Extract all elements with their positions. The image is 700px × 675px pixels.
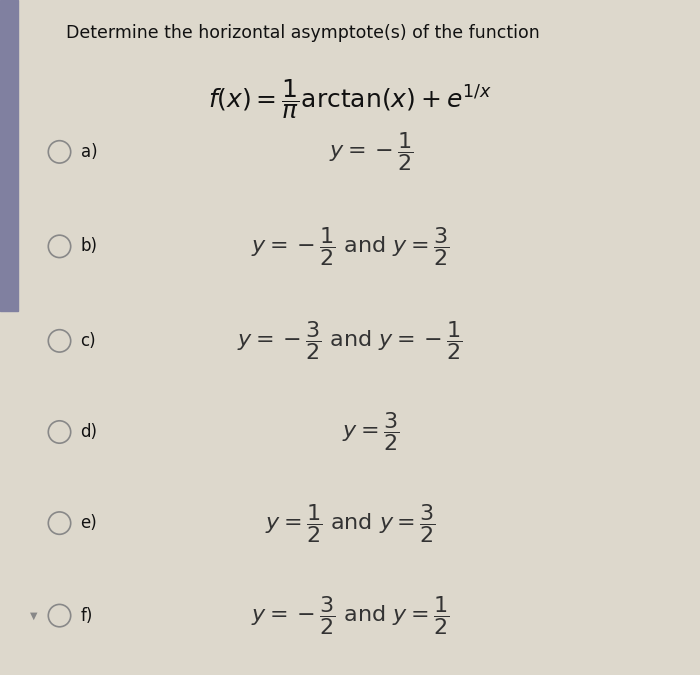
Text: e): e) — [80, 514, 97, 532]
Text: $y = \dfrac{3}{2}$: $y = \dfrac{3}{2}$ — [342, 410, 400, 454]
Text: b): b) — [80, 238, 97, 255]
Text: f): f) — [80, 607, 93, 624]
Text: $y = -\dfrac{1}{2}$: $y = -\dfrac{1}{2}$ — [329, 130, 413, 173]
Text: c): c) — [80, 332, 96, 350]
Text: $y = \dfrac{1}{2}\ \mathrm{and}\ y = \dfrac{3}{2}$: $y = \dfrac{1}{2}\ \mathrm{and}\ y = \df… — [265, 502, 435, 545]
Bar — [0, 0, 18, 310]
Text: $f(x) = \dfrac{1}{\pi}\mathrm{arctan}(x) + e^{1/x}$: $f(x) = \dfrac{1}{\pi}\mathrm{arctan}(x)… — [208, 78, 492, 122]
Text: $y = -\dfrac{3}{2}\ \mathrm{and}\ y = -\dfrac{1}{2}$: $y = -\dfrac{3}{2}\ \mathrm{and}\ y = -\… — [237, 319, 463, 362]
Text: Determine the horizontal asymptote(s) of the function: Determine the horizontal asymptote(s) of… — [66, 24, 540, 42]
Text: a): a) — [80, 143, 97, 161]
Text: ▼: ▼ — [30, 611, 37, 620]
Text: $y = -\dfrac{1}{2}\ \mathrm{and}\ y = \dfrac{3}{2}$: $y = -\dfrac{1}{2}\ \mathrm{and}\ y = \d… — [251, 225, 449, 268]
Text: d): d) — [80, 423, 97, 441]
Text: $y = -\dfrac{3}{2}\ \mathrm{and}\ y = \dfrac{1}{2}$: $y = -\dfrac{3}{2}\ \mathrm{and}\ y = \d… — [251, 594, 449, 637]
